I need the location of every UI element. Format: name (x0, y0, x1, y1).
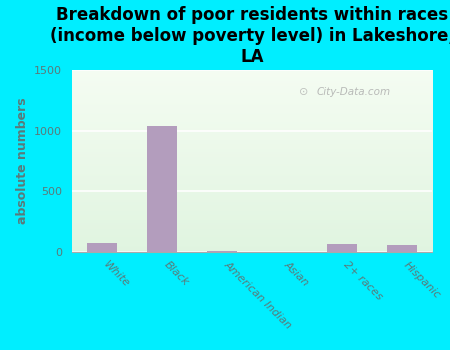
Bar (87, 243, 117, 252)
Bar (387, 245, 417, 252)
Y-axis label: absolute numbers: absolute numbers (16, 98, 29, 224)
Title: Breakdown of poor residents within races
(income below poverty level) in Lakesho: Breakdown of poor residents within races… (50, 6, 450, 66)
Bar (147, 126, 177, 252)
Text: ⊙: ⊙ (299, 87, 308, 97)
Text: City-Data.com: City-Data.com (317, 87, 391, 97)
Bar (327, 244, 357, 252)
Bar (207, 251, 237, 252)
